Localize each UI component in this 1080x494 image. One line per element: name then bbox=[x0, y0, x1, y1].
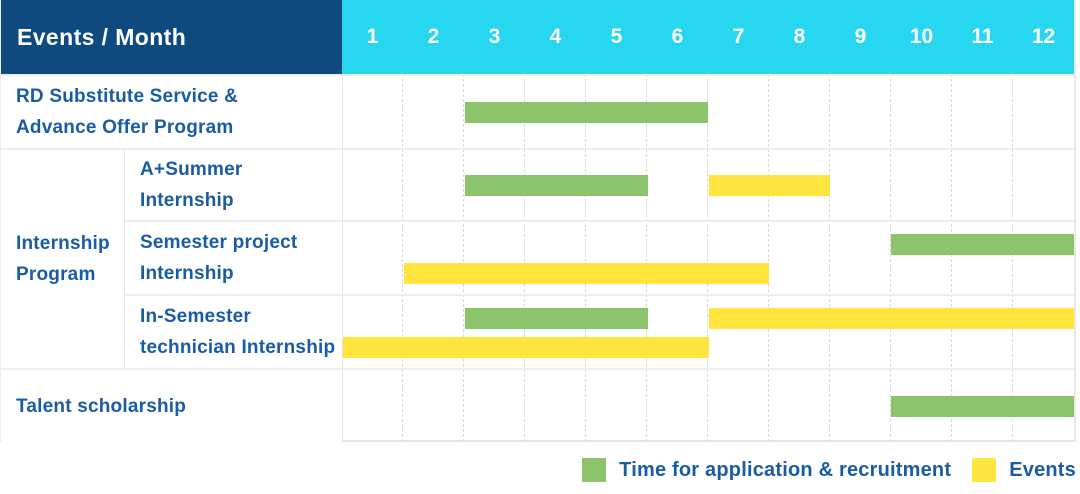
legend-application-swatch bbox=[582, 458, 607, 482]
month-header-9: 9 bbox=[830, 0, 891, 74]
month-gridlines bbox=[342, 74, 1074, 442]
month-header-3: 3 bbox=[464, 0, 525, 74]
gantt-bar-green bbox=[891, 234, 1074, 255]
gantt-bar-green bbox=[891, 396, 1074, 417]
row-label-rd-substitute: RD Substitute Service & Advance Offer Pr… bbox=[1, 74, 342, 148]
legend-events-label: Events bbox=[1009, 458, 1076, 481]
gantt-bar-yellow bbox=[708, 175, 831, 196]
row-label-semester-project: Semester project Internship bbox=[125, 220, 342, 294]
row-label-talent-scholarship: Talent scholarship bbox=[1, 368, 342, 442]
gantt-bar-yellow bbox=[343, 337, 709, 358]
month-header-4: 4 bbox=[525, 0, 586, 74]
gantt-bar-green bbox=[464, 175, 648, 196]
legend: Time for application & recruitment Event… bbox=[582, 453, 1076, 487]
chart-row-a-plus-summer bbox=[342, 148, 1074, 220]
chart-row-rd-substitute bbox=[342, 74, 1074, 148]
chart-row-talent-scholarship bbox=[342, 368, 1074, 442]
events-month-header: Events / Month bbox=[1, 0, 342, 74]
month-header-8: 8 bbox=[769, 0, 830, 74]
legend-events-swatch bbox=[972, 458, 997, 482]
gantt-bar-green bbox=[464, 102, 709, 123]
month-header-6: 6 bbox=[647, 0, 708, 74]
row-group-label-internship-program: Internship Program bbox=[1, 148, 125, 368]
row-label-a-plus-summer: A+Summer Internship bbox=[125, 148, 342, 220]
chart-row-in-semester-technician bbox=[342, 294, 1074, 368]
gantt-bar-green bbox=[464, 308, 648, 329]
month-header-11: 11 bbox=[952, 0, 1013, 74]
month-header-10: 10 bbox=[891, 0, 952, 74]
month-header-7: 7 bbox=[708, 0, 769, 74]
row-label-in-semester-technician: In-Semester technician Internship bbox=[125, 294, 342, 368]
gantt-bar-yellow bbox=[403, 263, 770, 284]
month-header-12: 12 bbox=[1013, 0, 1074, 74]
legend-application-label: Time for application & recruitment bbox=[619, 458, 952, 481]
gantt-table: Events / Month 1 2 3 4 5 6 7 8 9 10 11 1… bbox=[0, 0, 1076, 442]
month-header-1: 1 bbox=[342, 0, 403, 74]
month-header-2: 2 bbox=[403, 0, 464, 74]
gantt-bar-yellow bbox=[708, 308, 1074, 329]
chart-row-semester-project bbox=[342, 220, 1074, 294]
month-header-5: 5 bbox=[586, 0, 647, 74]
